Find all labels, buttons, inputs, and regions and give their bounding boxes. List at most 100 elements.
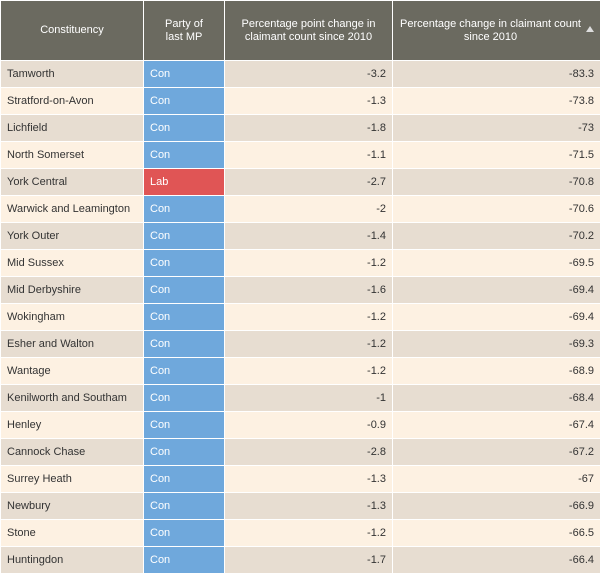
percent-change-cell: -67 bbox=[392, 465, 600, 493]
point-change-cell: -2 bbox=[224, 195, 393, 223]
point-change-cell: -0.9 bbox=[224, 411, 393, 439]
percent-change-cell: -70.6 bbox=[392, 195, 600, 223]
constituency-cell: Mid Derbyshire bbox=[0, 276, 144, 304]
constituency-cell: Henley bbox=[0, 411, 144, 439]
column-header[interactable]: Constituency bbox=[0, 0, 144, 61]
table-row: York Outer Con -1.4 -70.2 bbox=[0, 222, 600, 250]
percent-change-cell: -83.3 bbox=[392, 60, 600, 88]
constituency-cell: Huntingdon bbox=[0, 546, 144, 574]
party-cell: Con bbox=[143, 87, 225, 115]
party-cell: Con bbox=[143, 222, 225, 250]
header-text: Percentage point change in claimant coun… bbox=[241, 17, 376, 43]
percent-change-cell: -66.4 bbox=[392, 546, 600, 574]
table-row: Cannock Chase Con -2.8 -67.2 bbox=[0, 438, 600, 466]
header-text: Percentage change in claimant count sinc… bbox=[399, 17, 581, 43]
constituency-cell: Newbury bbox=[0, 492, 144, 520]
point-change-cell: -2.7 bbox=[224, 168, 393, 196]
percent-change-cell: -68.4 bbox=[392, 384, 600, 412]
constituency-cell: North Somerset bbox=[0, 141, 144, 169]
percent-change-cell: -67.2 bbox=[392, 438, 600, 466]
point-change-cell: -1.3 bbox=[224, 492, 393, 520]
table-row: Surrey Heath Con -1.3 -67 bbox=[0, 465, 600, 493]
table-row: Wokingham Con -1.2 -69.4 bbox=[0, 303, 600, 331]
column-header[interactable]: Percentage point change in claimant coun… bbox=[224, 0, 393, 61]
point-change-cell: -1.3 bbox=[224, 465, 393, 493]
party-cell: Con bbox=[143, 60, 225, 88]
constituency-cell: Esher and Walton bbox=[0, 330, 144, 358]
point-change-cell: -1.6 bbox=[224, 276, 393, 304]
constituency-cell: Kenilworth and Southam bbox=[0, 384, 144, 412]
party-cell: Con bbox=[143, 303, 225, 331]
point-change-cell: -1.8 bbox=[224, 114, 393, 142]
point-change-cell: -1.3 bbox=[224, 87, 393, 115]
constituency-cell: Stratford-on-Avon bbox=[0, 87, 144, 115]
party-cell: Lab bbox=[143, 168, 225, 196]
point-change-cell: -1.2 bbox=[224, 357, 393, 385]
party-cell: Con bbox=[143, 276, 225, 304]
table-row: Wantage Con -1.2 -68.9 bbox=[0, 357, 600, 385]
table-row: Stratford-on-Avon Con -1.3 -73.8 bbox=[0, 87, 600, 115]
constituency-cell: Stone bbox=[0, 519, 144, 547]
table-row: North Somerset Con -1.1 -71.5 bbox=[0, 141, 600, 169]
party-cell: Con bbox=[143, 330, 225, 358]
percent-change-cell: -73 bbox=[392, 114, 600, 142]
table-row: York Central Lab -2.7 -70.8 bbox=[0, 168, 600, 196]
column-header[interactable]: Party of last MP bbox=[143, 0, 225, 61]
constituency-cell: York Central bbox=[0, 168, 144, 196]
table-row: Huntingdon Con -1.7 -66.4 bbox=[0, 546, 600, 574]
point-change-cell: -3.2 bbox=[224, 60, 393, 88]
table-row: Stone Con -1.2 -66.5 bbox=[0, 519, 600, 547]
party-cell: Con bbox=[143, 519, 225, 547]
percent-change-cell: -69.4 bbox=[392, 303, 600, 331]
party-cell: Con bbox=[143, 249, 225, 277]
percent-change-cell: -70.2 bbox=[392, 222, 600, 250]
point-change-cell: -1.2 bbox=[224, 249, 393, 277]
point-change-cell: -1 bbox=[224, 384, 393, 412]
table-row: Esher and Walton Con -1.2 -69.3 bbox=[0, 330, 600, 358]
percent-change-cell: -73.8 bbox=[392, 87, 600, 115]
percent-change-cell: -71.5 bbox=[392, 141, 600, 169]
point-change-cell: -2.8 bbox=[224, 438, 393, 466]
table-row: Tamworth Con -3.2 -83.3 bbox=[0, 60, 600, 88]
party-cell: Con bbox=[143, 195, 225, 223]
constituency-cell: Mid Sussex bbox=[0, 249, 144, 277]
party-cell: Con bbox=[143, 411, 225, 439]
point-change-cell: -1.4 bbox=[224, 222, 393, 250]
table-row: Lichfield Con -1.8 -73 bbox=[0, 114, 600, 142]
constituency-cell: Surrey Heath bbox=[0, 465, 144, 493]
constituency-cell: Wantage bbox=[0, 357, 144, 385]
constituency-cell: Warwick and Leamington bbox=[0, 195, 144, 223]
party-cell: Con bbox=[143, 465, 225, 493]
constituency-cell: Lichfield bbox=[0, 114, 144, 142]
header-text: Constituency bbox=[40, 24, 104, 36]
party-cell: Con bbox=[143, 438, 225, 466]
party-cell: Con bbox=[143, 114, 225, 142]
point-change-cell: -1.2 bbox=[224, 519, 393, 547]
table-row: Warwick and Leamington Con -2 -70.6 bbox=[0, 195, 600, 223]
percent-change-cell: -66.9 bbox=[392, 492, 600, 520]
party-cell: Con bbox=[143, 492, 225, 520]
point-change-cell: -1.2 bbox=[224, 330, 393, 358]
table-row: Kenilworth and Southam Con -1 -68.4 bbox=[0, 384, 600, 412]
constituency-cell: York Outer bbox=[0, 222, 144, 250]
point-change-cell: -1.2 bbox=[224, 303, 393, 331]
table-row: Henley Con -0.9 -67.4 bbox=[0, 411, 600, 439]
percent-change-cell: -69.4 bbox=[392, 276, 600, 304]
column-header[interactable]: Percentage change in claimant count sinc… bbox=[392, 0, 600, 61]
table-row: Mid Sussex Con -1.2 -69.5 bbox=[0, 249, 600, 277]
header-row: Constituency Party of last MP Percentage… bbox=[0, 0, 600, 61]
party-cell: Con bbox=[143, 546, 225, 574]
percent-change-cell: -66.5 bbox=[392, 519, 600, 547]
percent-change-cell: -67.4 bbox=[392, 411, 600, 439]
table-row: Newbury Con -1.3 -66.9 bbox=[0, 492, 600, 520]
point-change-cell: -1.1 bbox=[224, 141, 393, 169]
sort-arrow[interactable] bbox=[586, 26, 594, 32]
constituency-cell: Tamworth bbox=[0, 60, 144, 88]
percent-change-cell: -68.9 bbox=[392, 357, 600, 385]
table-body: Tamworth Con -3.2 -83.3 Stratford-on-Avon Con… bbox=[0, 60, 600, 574]
party-cell: Con bbox=[143, 141, 225, 169]
party-cell: Con bbox=[143, 357, 225, 385]
percent-change-cell: -69.5 bbox=[392, 249, 600, 277]
